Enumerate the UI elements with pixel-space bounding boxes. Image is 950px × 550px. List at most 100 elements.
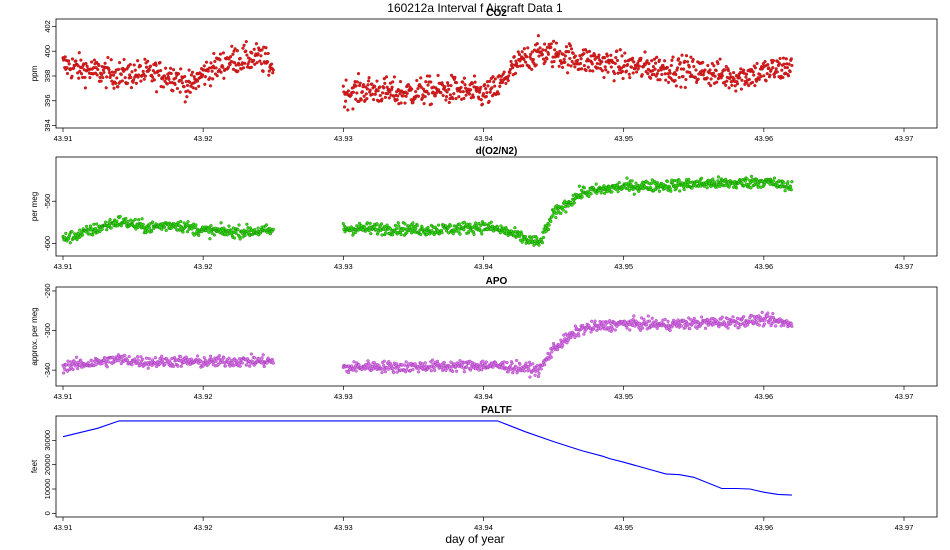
data-point [236, 228, 240, 232]
data-point [498, 84, 502, 88]
data-point [514, 358, 519, 363]
data-point [457, 222, 461, 226]
data-point [693, 75, 697, 79]
data-point [410, 231, 414, 235]
data-point [492, 80, 496, 84]
data-point [602, 184, 606, 188]
data-point [423, 361, 427, 365]
data-point [532, 48, 537, 52]
data-point [208, 354, 213, 358]
data-point [613, 61, 617, 66]
x-tick-label: 43.96 [754, 134, 773, 143]
data-point [726, 68, 731, 73]
data-point [222, 356, 226, 360]
data-point [429, 369, 433, 373]
data-point [196, 79, 200, 83]
data-point [261, 69, 265, 73]
data-point [206, 69, 210, 73]
data-point [490, 94, 495, 98]
data-point [126, 219, 130, 223]
data-point [453, 75, 457, 79]
data-point [593, 319, 597, 323]
data-point [217, 354, 221, 358]
data-point [105, 365, 109, 369]
data-point [256, 52, 260, 56]
data-point [604, 60, 608, 64]
data-point [248, 57, 252, 61]
data-point [74, 355, 79, 359]
data-point [416, 370, 421, 374]
data-point [123, 75, 127, 80]
data-point [566, 63, 570, 67]
data-point [520, 50, 524, 54]
data-point [77, 76, 81, 80]
data-point [579, 57, 583, 61]
data-point [579, 188, 584, 192]
data-point [684, 77, 688, 82]
data-point [750, 80, 755, 84]
data-point [615, 184, 620, 188]
data-point [523, 235, 528, 239]
data-point [201, 73, 205, 77]
data-point [133, 68, 137, 72]
data-point [715, 185, 719, 189]
data-point [116, 353, 121, 357]
data-point [625, 326, 629, 330]
data-point [563, 60, 567, 64]
data-point [211, 77, 215, 81]
data-point [361, 83, 366, 87]
data-point [367, 79, 371, 83]
data-point [522, 47, 526, 51]
data-point [639, 56, 643, 60]
data-point [683, 325, 687, 330]
data-point [602, 75, 606, 80]
data-point [484, 360, 488, 364]
data-point [669, 63, 673, 68]
data-point [701, 60, 705, 64]
data-point [120, 79, 124, 83]
data-point [738, 76, 742, 80]
data-point [743, 179, 747, 183]
data-point [179, 364, 183, 368]
data-point [479, 223, 483, 227]
data-point [731, 70, 736, 75]
data-point [366, 83, 370, 87]
data-point [705, 186, 709, 190]
x-tick-label: 43.91 [54, 392, 73, 401]
data-point [786, 180, 790, 184]
data-point [646, 314, 650, 318]
data-point [70, 230, 74, 234]
y-tick-label: -340 [43, 363, 52, 378]
y-tick-label: -300 [43, 323, 52, 338]
data-point [671, 55, 675, 59]
y-tick-label: -560 [43, 194, 52, 209]
data-point [75, 367, 80, 371]
data-point [147, 226, 151, 230]
x-tick-label: 43.91 [54, 523, 73, 532]
data-point [651, 69, 655, 73]
x-tick-label: 43.91 [54, 134, 73, 143]
data-point [724, 64, 728, 69]
data-point [573, 335, 577, 340]
data-point [506, 78, 510, 83]
data-point [452, 362, 456, 366]
data-point [362, 94, 366, 98]
data-point [713, 74, 717, 78]
data-point [61, 371, 66, 375]
data-point [747, 83, 751, 88]
x-tick-label: 43.96 [754, 262, 773, 271]
data-point [474, 221, 478, 225]
data-point [572, 201, 576, 205]
data-point [554, 215, 558, 220]
data-point [217, 68, 221, 72]
data-point [388, 90, 392, 94]
data-point [620, 69, 625, 73]
data-point [444, 368, 448, 372]
data-point [628, 328, 632, 332]
data-point [634, 70, 639, 74]
data-point [641, 326, 645, 330]
data-point [534, 63, 538, 67]
data-point [718, 57, 722, 61]
data-point [441, 83, 445, 87]
data-point [701, 73, 705, 77]
